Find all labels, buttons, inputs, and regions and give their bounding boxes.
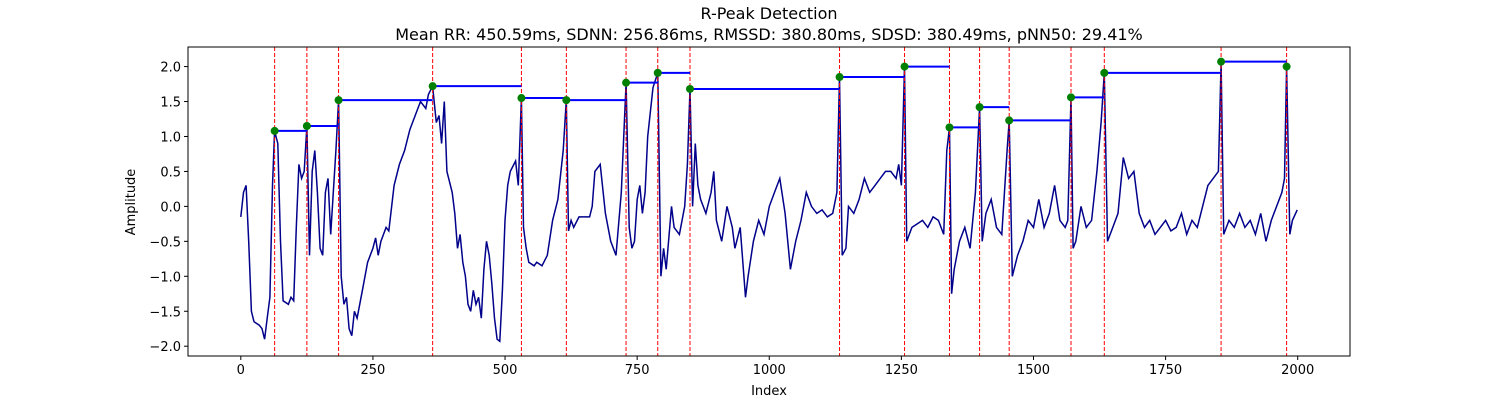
y-tick-label: 2.0 <box>160 61 181 76</box>
y-tick-label: −2.0 <box>149 340 181 355</box>
x-tick-label: 1000 <box>753 363 786 378</box>
signal-line <box>240 61 1298 343</box>
peak-point <box>653 68 662 77</box>
peak-point <box>622 78 631 87</box>
peak-point <box>1100 68 1109 77</box>
peak-point <box>1217 57 1226 66</box>
y-tick-label: −1.5 <box>149 305 181 320</box>
chart-title: R-Peak Detection <box>700 4 837 23</box>
y-tick-label: 0.5 <box>160 165 181 180</box>
peak-point <box>835 73 844 82</box>
x-tick-label: 250 <box>361 363 386 378</box>
y-axis-label: Amplitude <box>124 169 139 236</box>
peak-point <box>685 84 694 93</box>
peak-point <box>428 82 437 91</box>
x-tick-label: 750 <box>625 363 650 378</box>
peak-point <box>517 94 526 103</box>
peak-point <box>562 96 571 105</box>
peak-point <box>270 126 279 135</box>
peak-point <box>334 96 343 105</box>
peak-point <box>975 103 984 112</box>
x-axis-label: Index <box>751 384 787 399</box>
plot-frame <box>187 46 1351 357</box>
x-tick-label: 1750 <box>1149 363 1182 378</box>
y-tick-label: −1.0 <box>149 270 181 285</box>
y-tick-label: 0.0 <box>160 200 181 215</box>
peak-point <box>945 123 954 132</box>
peak-point <box>302 121 311 130</box>
y-tick-label: 1.0 <box>160 130 181 145</box>
peak-point <box>1005 116 1014 125</box>
x-tick-label: 2000 <box>1281 363 1314 378</box>
peak-point <box>1067 93 1076 102</box>
peak-point <box>1282 62 1291 71</box>
y-tick-label: −0.5 <box>149 235 181 250</box>
x-tick-label: 0 <box>237 363 245 378</box>
peak-point <box>900 62 909 71</box>
x-tick-label: 1250 <box>885 363 918 378</box>
chart-subtitle: Mean RR: 450.59ms, SDNN: 256.86ms, RMSSD… <box>395 25 1143 44</box>
x-tick-label: 1500 <box>1017 363 1050 378</box>
x-tick-label: 500 <box>493 363 518 378</box>
y-tick-label: 1.5 <box>160 96 181 111</box>
